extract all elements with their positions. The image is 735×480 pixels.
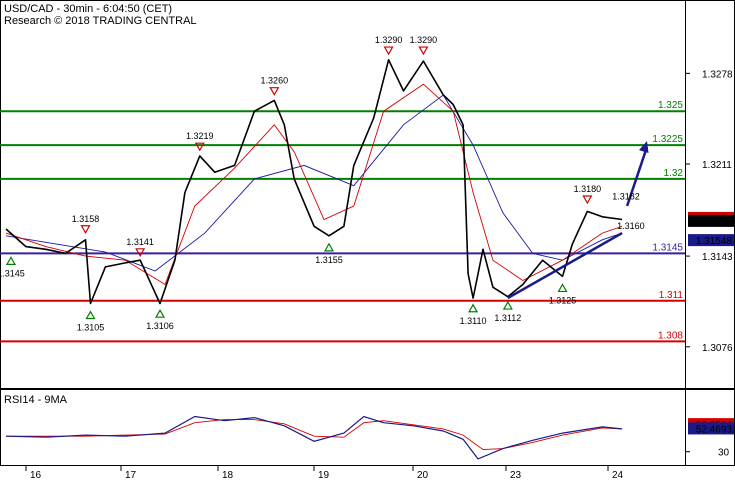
level-lines: 1.325 1.3225 1.32 1.3145 1.311 1.308 [0,100,685,343]
price-tag-label-1: 1.3169 [701,217,732,228]
level-label-3: 1.3145 [652,242,683,253]
date-axis: 16 17 18 19 20 23 24 [25,466,624,480]
rsi-tag-label-1: 52.4693 [696,424,733,435]
ma-fast-line [5,83,623,286]
low-label-2: 1.3105 [77,323,105,333]
price-tag-label-2: 1.31548 [696,236,733,247]
high-label-5: 1.3219 [186,131,214,141]
high-marker-1 [80,225,91,234]
high-marker-8 [383,46,394,56]
projection-arrow-shaft [625,146,649,207]
high-marker-13 [582,195,593,205]
high-marker-6 [269,87,280,96]
low-label-11: 1.3112 [494,313,521,323]
price-line [5,59,623,305]
date-tick-label-6: 24 [612,470,624,480]
price-tick-label-0: 1.3278 [702,69,733,80]
high-label-3: 1.3141 [126,237,154,247]
rsi-layer: 3056.656452.4693 [5,415,734,460]
low-label-10: 1.3110 [460,316,487,326]
low-marker-12 [557,283,568,293]
rsi-tag-bg-1 [688,422,734,435]
date-tick-label-5: 23 [510,470,522,480]
low-marker-10 [468,303,479,313]
high-label-13: 1.3180 [574,184,602,194]
price-tick-label-3: 1.3076 [702,343,733,354]
date-tick-label-1: 17 [125,470,137,480]
rsi-line [5,415,623,460]
price-panel-frame [0,0,735,389]
low-marker-2 [85,310,96,320]
high-label-8: 1.3290 [375,35,403,45]
high-marker-9 [418,46,429,56]
projection-arrow-head [638,141,649,153]
rsi-panel-frame [0,389,735,466]
level-label-5: 1.308 [658,330,683,341]
low-marker-11 [502,300,513,310]
high-label-6: 1.3260 [261,76,289,86]
price-tag-bg-1 [688,214,734,227]
low-label-0: 1.3145 [0,268,25,278]
level-label-0: 1.325 [658,100,683,111]
high-marker-3 [135,248,146,258]
chart-title: USD/CAD - 30min - 6:04:50 (CET) [4,3,172,15]
chart-subtitle: Research © 2018 TRADING CENTRAL [4,15,197,27]
level-note-15: 1.3160 [617,221,645,231]
low-label-7: 1.3155 [315,255,343,265]
price-axis-ticks: 1.3278 1.3211 1.3143 1.3076 [685,69,733,354]
date-tick-label-0: 16 [30,470,42,480]
support-trendline [507,232,623,300]
series-layer [5,59,649,305]
price-tag-bg-2 [688,234,734,247]
level-label-1: 1.3225 [652,134,683,145]
price-tick-label-2: 1.3143 [702,252,733,263]
low-label-12: 1.3125 [549,295,577,305]
low-marker-7 [323,242,335,252]
annotations: 1.3145 1.3158 1.3105 1.3141 1.3106 1.3219 1.32… [0,35,645,332]
price-tick-label-1: 1.3211 [702,160,732,171]
level-note-14: 1.3182 [612,191,640,201]
low-label-4: 1.3106 [146,321,174,331]
rsi-tick-label: 30 [718,448,730,459]
low-marker-4 [154,308,166,318]
high-label-9: 1.3290 [410,35,438,45]
level-label-4: 1.311 [659,290,684,301]
date-tick-label-2: 18 [222,470,234,480]
low-marker-0 [5,256,17,265]
high-marker-5 [194,142,205,152]
date-tick-label-3: 19 [318,470,330,480]
level-label-2: 1.32 [664,168,684,179]
high-label-1: 1.3158 [72,214,100,224]
rsi-panel-title: RSI14 - 9MA [4,394,68,406]
date-tick-label-4: 20 [417,470,429,480]
